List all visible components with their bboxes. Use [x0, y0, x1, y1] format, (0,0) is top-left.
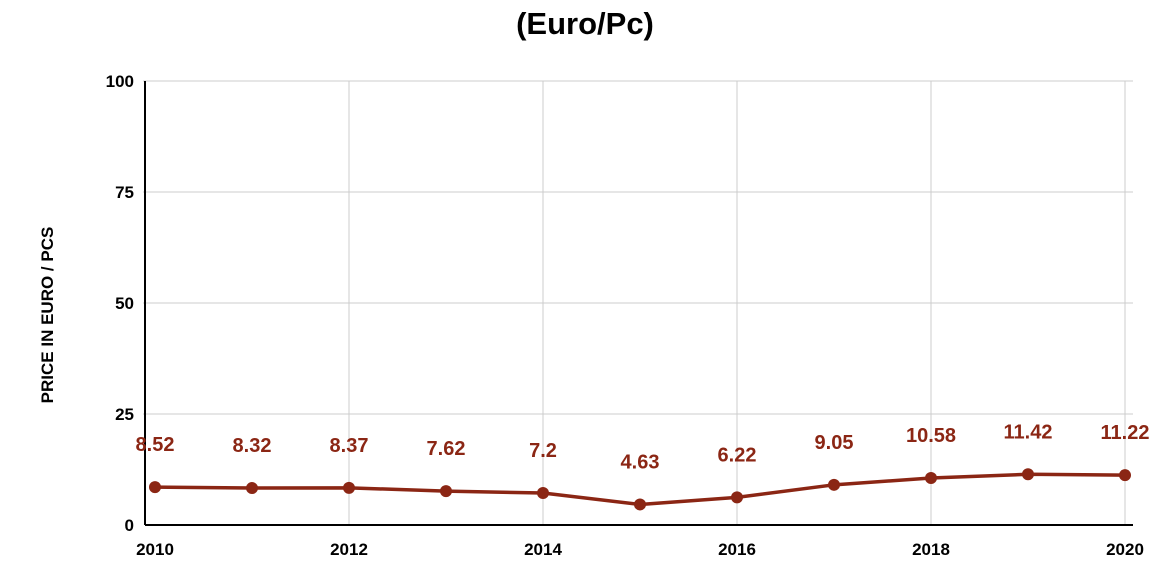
data-point — [731, 491, 743, 504]
x-tick-label: 2020 — [1106, 540, 1144, 559]
x-tick-label: 2010 — [136, 540, 174, 559]
data-point — [537, 487, 549, 500]
y-tick-label: 0 — [125, 516, 134, 535]
data-point — [828, 478, 840, 491]
data-point — [246, 482, 258, 495]
data-point — [1119, 469, 1131, 482]
x-tick-labels: 2010 2012 2014 2016 2018 2020 — [136, 540, 1144, 559]
data-label: 10.58 — [906, 425, 956, 447]
x-tick-label: 2016 — [718, 540, 756, 559]
chart-title: (Euro/Pc) — [516, 6, 654, 41]
data-point — [149, 481, 161, 494]
chart-title-line: (Euro/Pc) — [516, 6, 654, 41]
data-label: 7.2 — [529, 440, 557, 462]
data-label: 11.42 — [1004, 421, 1053, 443]
data-point — [925, 472, 937, 485]
data-label: 7.62 — [427, 438, 466, 460]
data-point — [634, 498, 646, 511]
axes — [144, 81, 1133, 526]
data-label: 11.22 — [1101, 422, 1150, 444]
y-tick-label: 50 — [115, 294, 134, 313]
x-tick-label: 2014 — [524, 540, 562, 559]
y-axis-label: PRICE IN EURO / PCS — [38, 227, 57, 404]
y-tick-label: 75 — [115, 183, 134, 202]
data-point — [343, 481, 355, 494]
y-tick-label: 100 — [106, 72, 134, 91]
y-tick-label: 25 — [115, 405, 134, 424]
data-label: 4.63 — [621, 451, 660, 473]
y-tick-labels: 0 25 50 75 100 — [106, 72, 134, 535]
data-labels: 8.52 8.32 8.37 7.62 7.2 4.63 6.22 9.05 10.58 11.4… — [136, 421, 1150, 473]
gridlines — [143, 80, 1133, 525]
x-tick-label: 2018 — [912, 540, 950, 559]
data-label: 6.22 — [718, 444, 757, 466]
x-tick-label: 2012 — [330, 540, 368, 559]
data-points — [149, 468, 1131, 511]
data-point — [1022, 468, 1034, 481]
data-label: 8.52 — [136, 434, 175, 456]
data-label: 8.37 — [330, 435, 369, 457]
data-label: 8.32 — [233, 435, 272, 457]
data-point — [440, 485, 452, 498]
data-label: 9.05 — [815, 432, 854, 454]
